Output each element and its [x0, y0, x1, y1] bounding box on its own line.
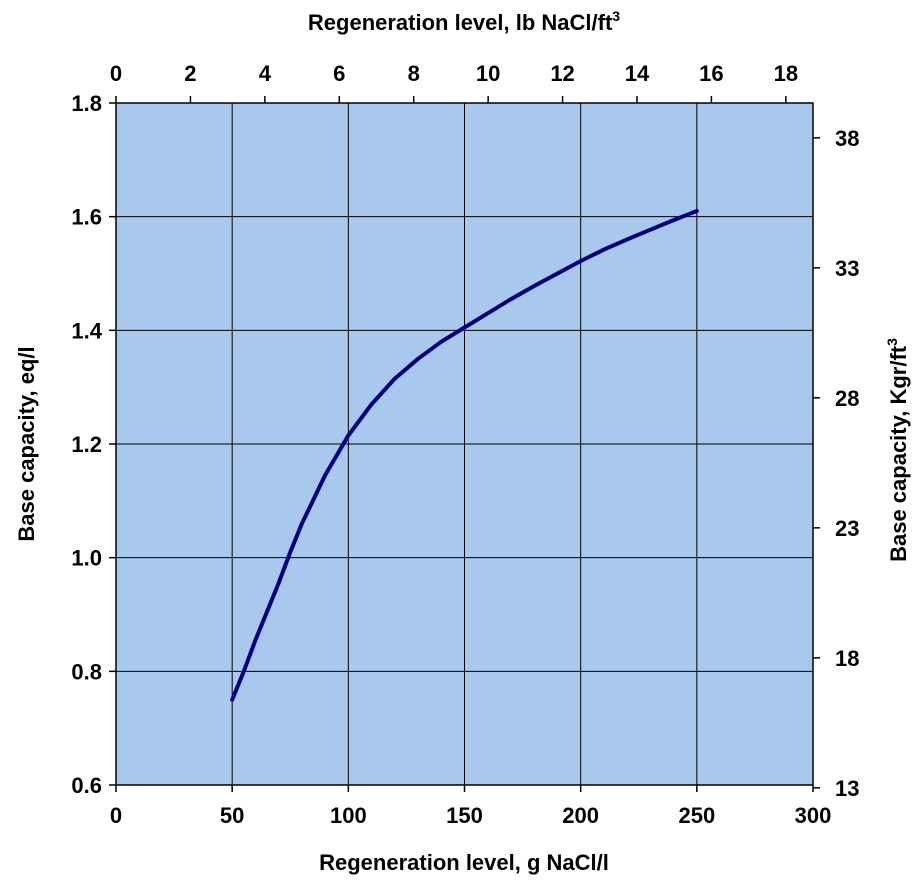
tick-label-x-top: 10	[476, 61, 500, 86]
tick-label-x-bottom: 150	[446, 803, 483, 828]
tick-label-x-bottom: 50	[220, 803, 244, 828]
y-axis-title-right-superscript: 3	[884, 338, 900, 346]
y-axis-title-right: Base capacity, Kgr/ft3	[884, 338, 911, 562]
tick-label-x-top: 12	[550, 61, 574, 86]
tick-label-y-right: 33	[835, 256, 859, 281]
tick-label-y-left: 1.6	[71, 205, 102, 230]
tick-label-x-top: 16	[699, 61, 723, 86]
grid-lines	[116, 103, 813, 785]
tick-label-x-top: 14	[625, 61, 650, 86]
series-line	[230, 209, 699, 702]
tick-label-y-left: 0.8	[71, 659, 102, 684]
tick-label-y-right: 38	[835, 126, 859, 151]
tick-label-x-top: 18	[774, 61, 798, 86]
tick-label-y-right: 13	[835, 776, 859, 801]
tick-label-y-left: 1.0	[71, 546, 102, 571]
tick-label-x-top: 8	[408, 61, 420, 86]
x-axis-title-top-superscript: 3	[612, 8, 620, 24]
tick-labels: 0 50 100 150 200 250 300 0 2 4 6 8 10 12 14 16 18 0.6 0.8 1…	[71, 61, 859, 828]
x-axis-title-bottom: Regeneration level, g NaCl/l	[319, 850, 609, 875]
y-axis-title-left: Base capacity, eq/l	[14, 346, 39, 541]
tick-label-y-left: 1.4	[71, 318, 102, 343]
tick-label-x-top: 0	[110, 61, 122, 86]
tick-label-x-top: 2	[184, 61, 196, 86]
tick-label-y-left: 0.6	[71, 773, 102, 798]
tick-label-x-top: 6	[333, 61, 345, 86]
tick-label-y-right: 28	[835, 386, 859, 411]
tick-label-y-right: 23	[835, 516, 859, 541]
tick-label-y-left: 1.2	[71, 432, 102, 457]
tick-marks	[109, 96, 820, 792]
x-axis-title-top-base: Regeneration level, lb NaCl/ft	[308, 10, 613, 35]
tick-label-x-bottom: 0	[110, 803, 122, 828]
tick-label-y-left: 1.8	[71, 91, 102, 116]
x-axis-title-top: Regeneration level, lb NaCl/ft3	[308, 8, 620, 35]
tick-label-x-bottom: 200	[562, 803, 599, 828]
tick-label-x-bottom: 100	[330, 803, 367, 828]
y-axis-title-right-base: Base capacity, Kgr/ft	[886, 345, 911, 562]
tick-label-x-top: 4	[259, 61, 272, 86]
tick-label-x-bottom: 300	[795, 803, 832, 828]
tick-label-y-right: 18	[835, 646, 859, 671]
tick-label-x-bottom: 250	[678, 803, 715, 828]
